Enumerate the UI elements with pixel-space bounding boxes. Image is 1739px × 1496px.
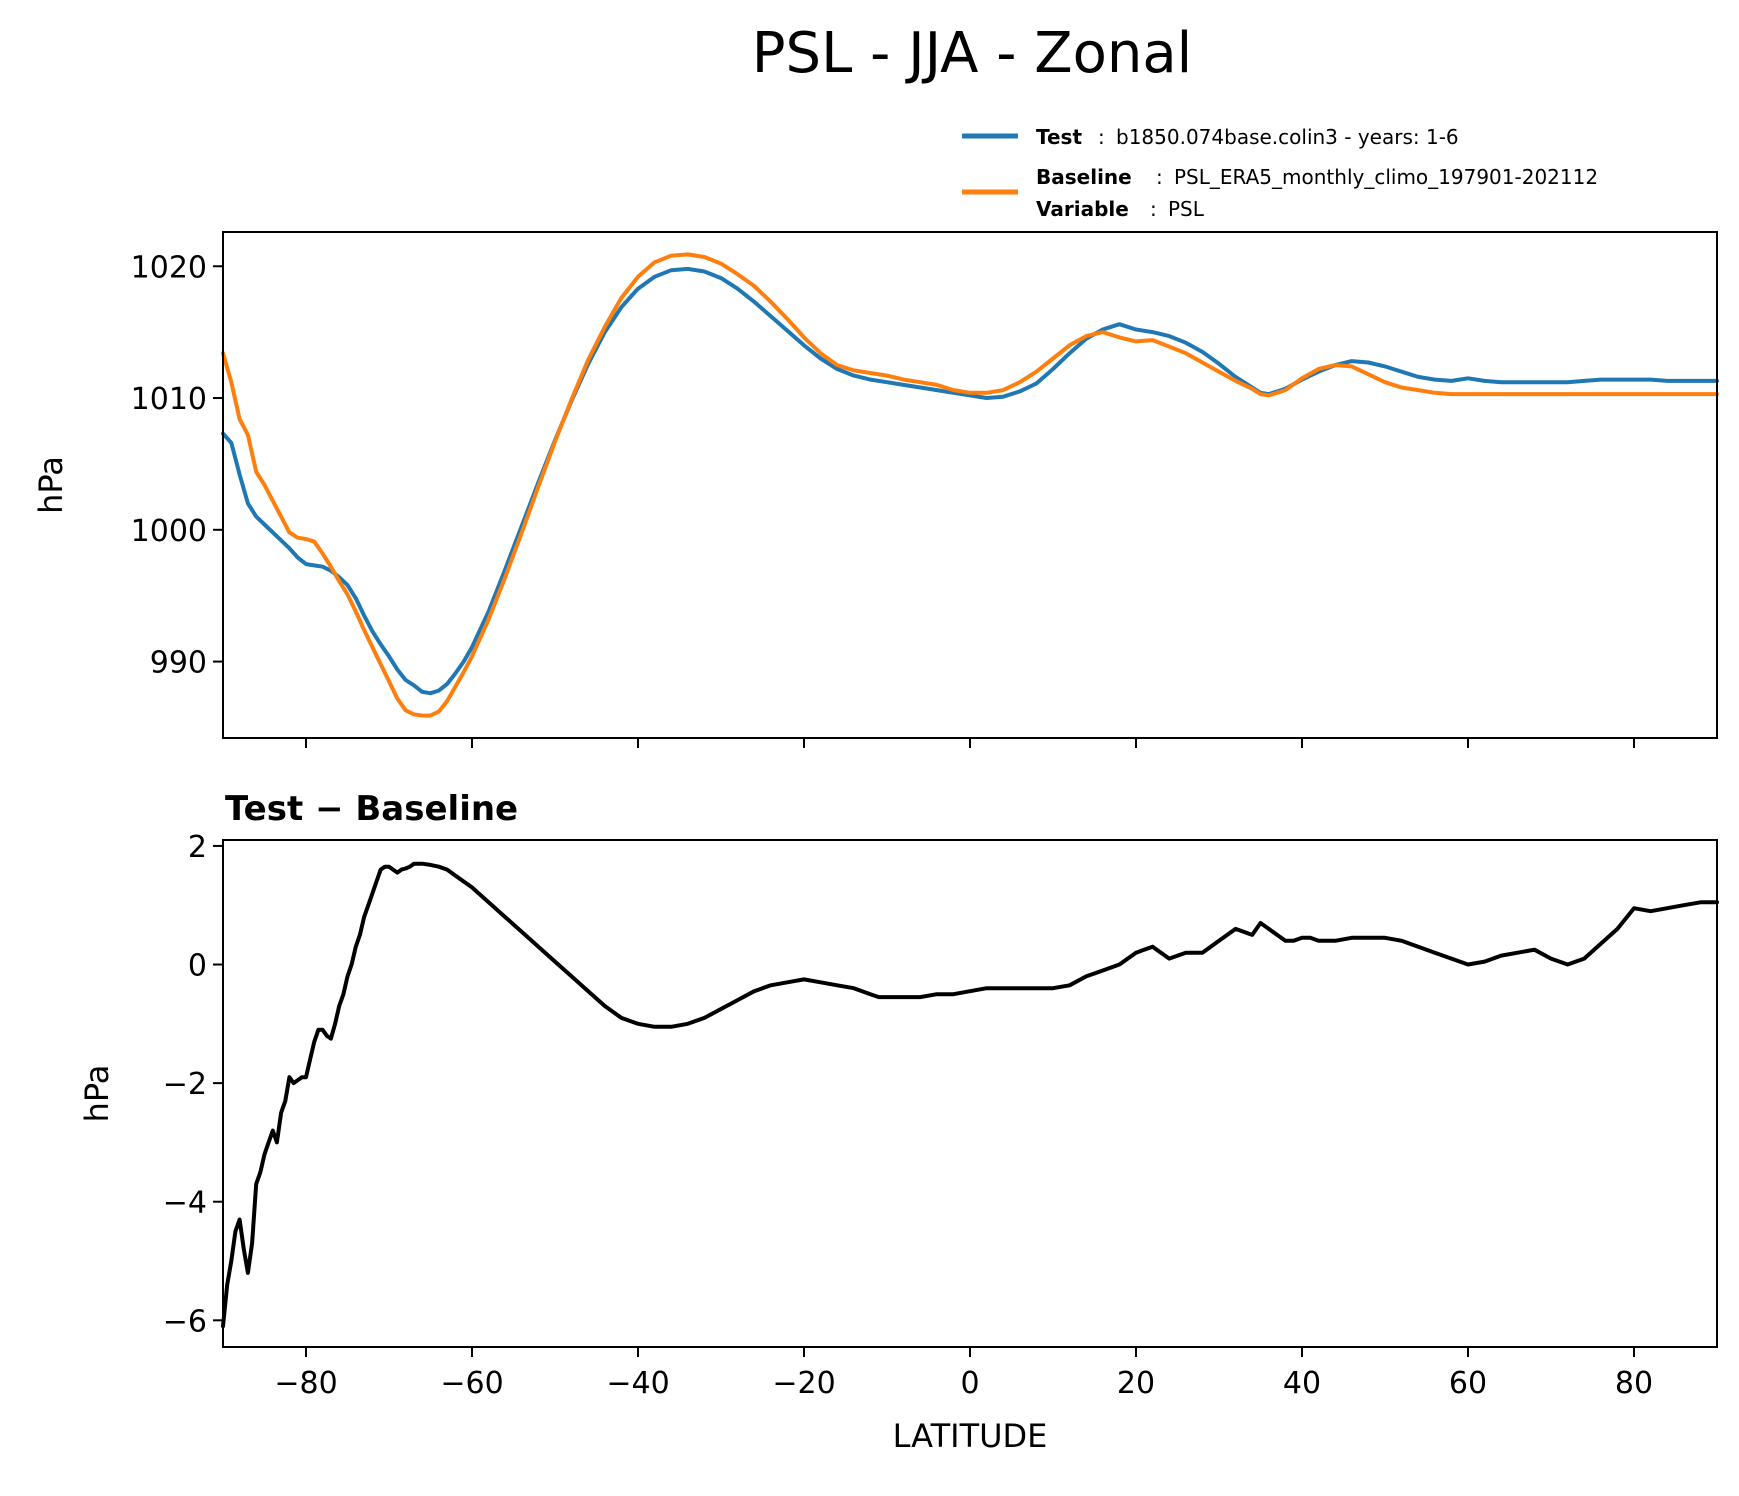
y-tick-label: 0 — [188, 949, 207, 984]
bottom-panel-difference: −80 −60 −40 −20 0 20 40 60 80−6−4−202hPaLATITUDE… — [78, 789, 1719, 1455]
y-tick-label: −6 — [163, 1304, 207, 1339]
legend-baseline-value: PSL_ERA5_monthly_climo_197901-202112 — [1174, 165, 1598, 189]
plot-frame — [222, 839, 1718, 1348]
x-tick-label: −80 — [274, 1366, 337, 1401]
figure-title: PSL - JJA - Zonal — [752, 21, 1192, 86]
x-tick-label: 0 — [960, 1366, 979, 1401]
y-tick-label: 1010 — [131, 382, 207, 417]
panel-title: Test − Baseline — [225, 789, 518, 829]
series-line-test-baseline — [221, 861, 1719, 1329]
series-line-baseline — [221, 252, 1719, 718]
x-tick-label: 40 — [1283, 1366, 1321, 1401]
y-tick-label: 990 — [150, 646, 207, 681]
y-tick-label: −2 — [163, 1067, 207, 1102]
x-tick-label: 20 — [1117, 1366, 1155, 1401]
y-tick-label: 1000 — [131, 514, 207, 549]
legend-test-key: Test — [1036, 125, 1082, 149]
plot-frame — [222, 231, 1718, 739]
x-tick-label: −40 — [606, 1366, 669, 1401]
legend-baseline-key: Baseline — [1036, 165, 1132, 189]
legend-test-separator: : — [1098, 125, 1105, 149]
top-panel-absolute-psl: 990 1000 1010 1020 hPa — [32, 231, 1719, 748]
legend-test-value: b1850.074base.colin3 - years: 1-6 — [1116, 125, 1459, 149]
x-tick-label: 80 — [1615, 1366, 1653, 1401]
y-tick-label: −4 — [163, 1186, 207, 1221]
legend: Test : b1850.074base.colin3 - years: 1-6… — [962, 125, 1598, 221]
y-axis-label: hPa — [78, 1065, 116, 1123]
x-tick-label: 60 — [1449, 1366, 1487, 1401]
x-axis-label: LATITUDE — [893, 1417, 1048, 1455]
series-line-test — [221, 266, 1719, 696]
legend-baseline-separator: : — [1156, 165, 1163, 189]
legend-variable-separator: : — [1150, 197, 1157, 221]
legend-variable-key: Variable — [1036, 197, 1129, 221]
legend-variable-value: PSL — [1168, 197, 1205, 221]
y-axis-label: hPa — [32, 456, 70, 514]
x-tick-label: −20 — [772, 1366, 835, 1401]
y-tick-label: 2 — [188, 830, 207, 865]
y-tick-label: 1020 — [131, 250, 207, 285]
x-tick-label: −60 — [440, 1366, 503, 1401]
